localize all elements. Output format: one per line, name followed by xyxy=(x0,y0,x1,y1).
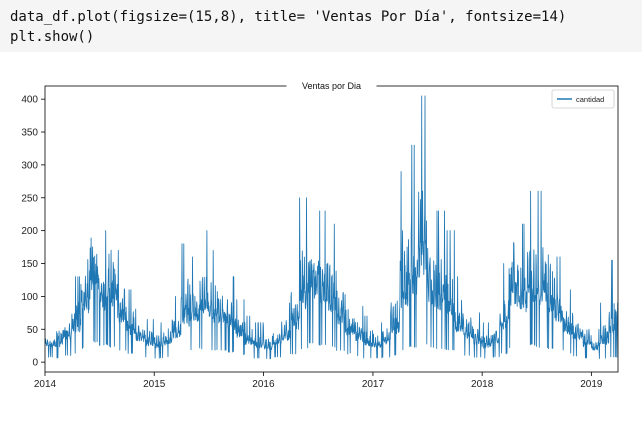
y-tick-label: 300 xyxy=(21,160,38,171)
y-tick-label: 0 xyxy=(32,358,38,369)
chart-svg: 0 50 100 150 200 250 300 350 400 2014 2015 2016 2017… xyxy=(0,52,642,417)
y-tick-label: 150 xyxy=(21,259,38,270)
code-cell[interactable]: data_df.plot(figsize=(15,8), title= 'Ven… xyxy=(0,0,642,52)
x-tick-label: 2019 xyxy=(580,379,603,390)
x-tick-label: 2015 xyxy=(143,379,166,390)
y-tick-label: 400 xyxy=(21,95,38,106)
title-backdrop xyxy=(286,80,377,92)
x-tick-label: 2014 xyxy=(34,379,57,390)
y-tick-label: 250 xyxy=(21,193,38,204)
y-tick-label: 350 xyxy=(21,128,38,139)
code-line-plot: data_df.plot(figsize=(15,8), title= 'Ven… xyxy=(10,9,567,25)
code-line-show: plt.show() xyxy=(10,29,95,45)
y-tick-label: 50 xyxy=(27,325,39,336)
title-layer: Ventas por Dia xyxy=(286,80,377,92)
x-tick-label: 2016 xyxy=(252,379,275,390)
plot-background xyxy=(0,52,642,417)
legend-label: cantidad xyxy=(576,95,604,104)
legend-box xyxy=(551,89,615,109)
legend-layer: cantidad xyxy=(551,89,615,109)
series-line-cantidad xyxy=(44,95,619,360)
x-tick-label: 2018 xyxy=(471,379,494,390)
chart-title: Ventas por Dia xyxy=(302,81,361,91)
y-tick-label: 200 xyxy=(21,226,38,237)
x-tick-label: 2017 xyxy=(362,379,385,390)
series-layer xyxy=(44,95,619,360)
chart-output: 0 50 100 150 200 250 300 350 400 2014 2015 2016 2017… xyxy=(0,52,642,417)
axis-layer: 0 50 100 150 200 250 300 350 400 2014 2015 2016 2017… xyxy=(21,85,619,390)
y-tick-label: 100 xyxy=(21,292,38,303)
